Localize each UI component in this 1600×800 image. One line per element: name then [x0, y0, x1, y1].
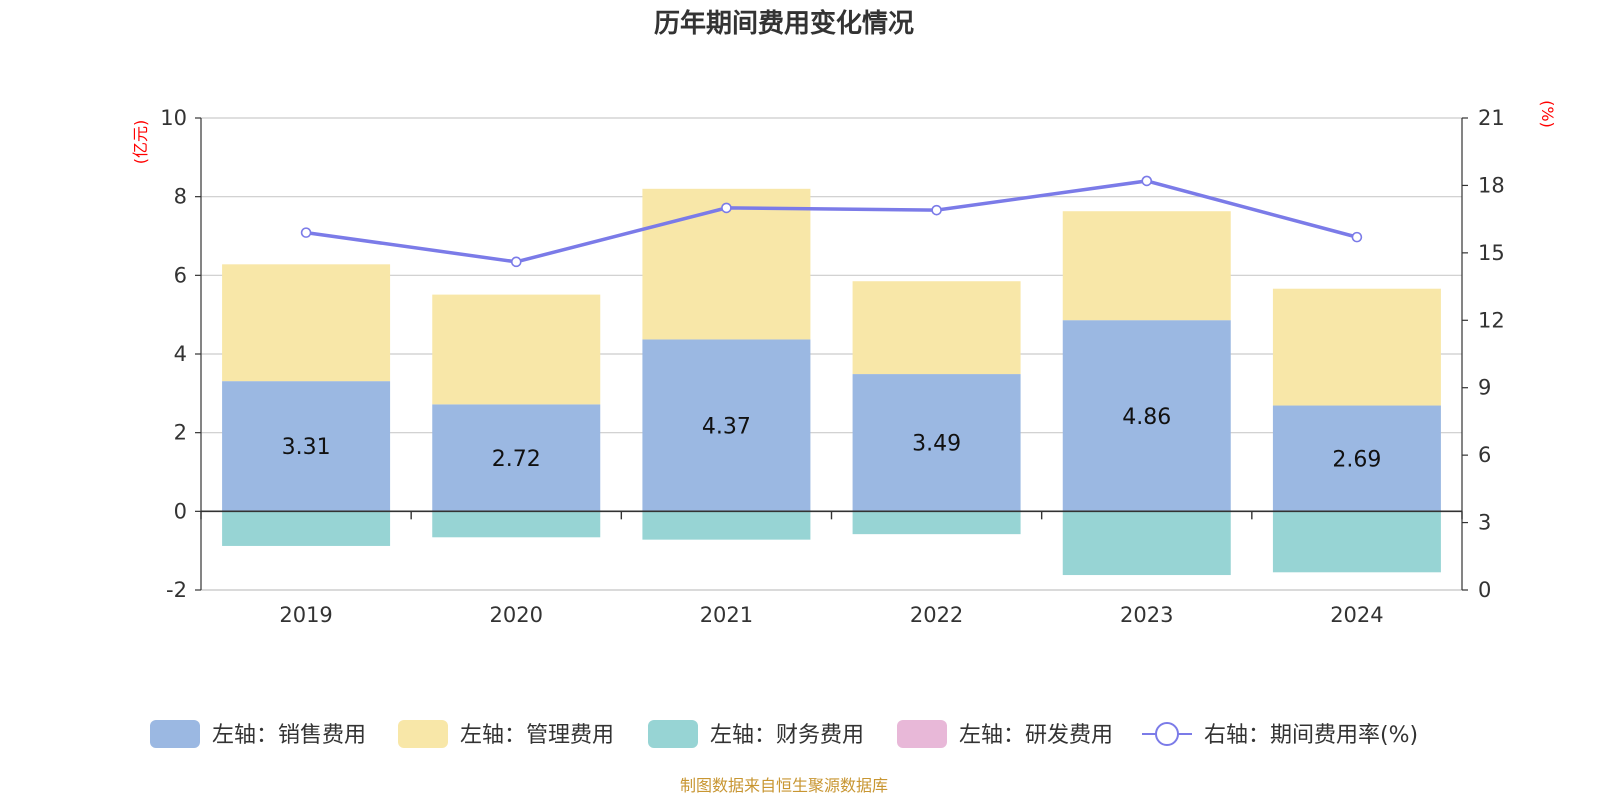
data-labels: 3.31 2.72 4.37 3.49 4.86 2.69 [282, 405, 1382, 473]
legend-swatch [398, 720, 448, 748]
line-point [300, 227, 312, 238]
bar [642, 511, 811, 540]
bar [1272, 288, 1441, 406]
legend-marker-icon [1155, 722, 1179, 746]
legend-label: 左轴：销售费用 [212, 723, 366, 748]
left-tick-label: 6 [174, 263, 187, 287]
x-tick-label: 2019 [279, 603, 332, 627]
data-label: 3.31 [282, 435, 331, 460]
right-tick-label: 12 [1478, 308, 1505, 332]
legend: 左轴：销售费用 左轴：管理费用 左轴：财务费用 左轴：研发费用 右轴：期间费用率(%) [150, 720, 1418, 748]
axes: -2 0 2 4 6 8 10 0 3 6 9 12 15 18 21 2019 2020 2021 2022 202… [160, 106, 1504, 627]
left-tick-label: 10 [160, 106, 187, 130]
left-tick-label: 8 [174, 185, 187, 209]
x-tick-label: 2020 [490, 603, 543, 627]
bar [432, 404, 601, 512]
legend-swatch [150, 720, 200, 748]
right-tick-label: 18 [1478, 173, 1505, 197]
left-tick-label: 2 [174, 421, 187, 445]
bar [642, 188, 811, 340]
line-point [1141, 175, 1153, 187]
data-label: 3.49 [912, 432, 961, 457]
bar [1272, 405, 1441, 512]
right-tick-label: 15 [1478, 241, 1505, 265]
line-path [305, 179, 1358, 264]
line-series [300, 175, 1363, 268]
data-label: 4.37 [702, 414, 751, 439]
data-label: 4.86 [1122, 405, 1171, 430]
bar [1062, 211, 1231, 321]
legend-label: 左轴：研发费用 [959, 723, 1113, 748]
legend-swatch [648, 720, 698, 748]
right-tick-label: 6 [1478, 443, 1491, 467]
bar [1062, 511, 1231, 576]
bar [1272, 511, 1441, 573]
source-note: 制图数据来自恒生聚源数据库 [680, 776, 888, 795]
left-tick-label: 4 [174, 342, 187, 366]
bar [852, 511, 1021, 535]
legend-label: 左轴：财务费用 [710, 723, 864, 748]
legend-swatch [897, 720, 947, 748]
x-tick-label: 2023 [1120, 603, 1173, 627]
line-point [721, 202, 732, 214]
bar [222, 381, 391, 512]
bar [222, 264, 391, 382]
x-axis [200, 510, 1463, 520]
grid-lines [201, 117, 1462, 591]
left-tick-label: 0 [174, 499, 187, 523]
bar [222, 511, 391, 546]
left-axis-unit: (亿元) [131, 120, 150, 165]
right-axis-unit: (%) [1538, 100, 1557, 128]
line-point [510, 256, 522, 268]
bar [432, 294, 601, 405]
right-tick-label: 0 [1478, 578, 1491, 602]
bar [642, 339, 811, 512]
bar [852, 374, 1021, 512]
bar [852, 281, 1021, 375]
bar-series [222, 188, 1441, 576]
right-tick-label: 3 [1478, 511, 1491, 535]
bar [1062, 320, 1231, 512]
legend-label: 左轴：管理费用 [460, 723, 614, 748]
bar [432, 511, 601, 538]
x-tick-label: 2024 [1330, 603, 1383, 627]
legend-label: 右轴：期间费用率(%) [1204, 723, 1418, 748]
chart-title: 历年期间费用变化情况 [654, 8, 914, 39]
x-tick-label: 2022 [910, 603, 963, 627]
x-tick-label: 2021 [700, 603, 753, 627]
data-label: 2.72 [492, 447, 541, 472]
right-tick-label: 21 [1478, 106, 1505, 130]
data-label: 2.69 [1332, 447, 1381, 472]
left-tick-label: -2 [166, 578, 187, 602]
right-tick-label: 9 [1478, 376, 1491, 400]
line-point [1351, 231, 1363, 243]
line-point [931, 204, 942, 216]
